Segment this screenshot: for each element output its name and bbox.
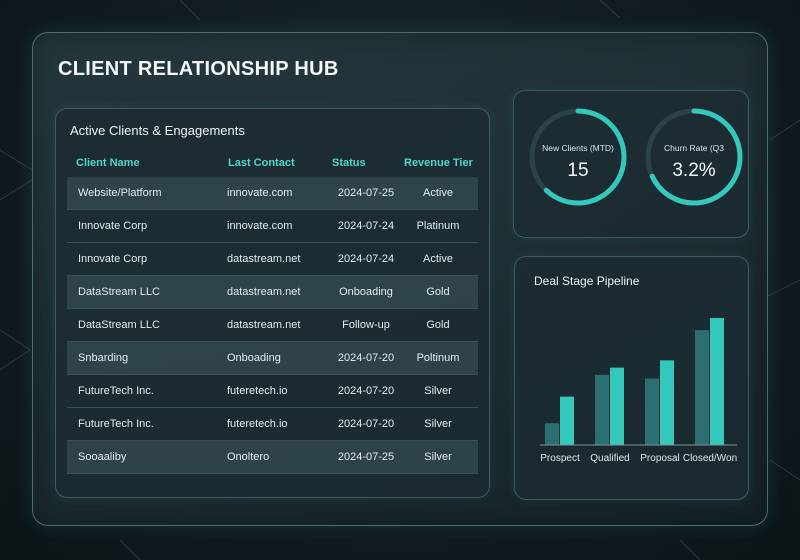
bar-qualified-series-2[interactable] (610, 367, 624, 445)
client-name: FutureTech Inc. (78, 418, 154, 430)
last-contact: futeretech.io (227, 418, 288, 430)
client-name: DataStream LLC (78, 319, 160, 331)
x-tick-label: Prospect (540, 453, 580, 464)
churn-rate-value: 3.2% (672, 160, 716, 181)
x-tick-label: Closed/Won (683, 453, 737, 464)
revenue-tier: Silver (424, 451, 452, 463)
table-row[interactable]: Sooaaliby Onoltero 2024-07-25 Silver (67, 441, 478, 474)
last-contact: Onoltero (227, 451, 270, 463)
pipeline-bar-chart: Prospect Qualified Proposal Closed/Won (540, 318, 737, 464)
x-tick-label: Qualified (590, 453, 629, 464)
table-row[interactable]: Innovate Corp datastream.net 2024-07-24 … (67, 243, 478, 276)
column-header-revenue-tier[interactable]: Revenue Tier (404, 157, 473, 169)
new-clients-value: 15 (567, 160, 589, 181)
revenue-tier: Gold (426, 319, 450, 331)
column-header-client-name[interactable]: Client Name (76, 157, 140, 169)
deal-pipeline-panel: Deal Stage Pipeline Prospect Qualified Pro… (514, 256, 749, 500)
revenue-tier: Poltinum (416, 352, 460, 364)
pipeline-title: Deal Stage Pipeline (534, 274, 640, 288)
status: Follow-up (342, 319, 390, 331)
client-name: Website/Platform (78, 187, 162, 199)
status: 2024-07-25 (337, 451, 395, 463)
new-clients-gauge: New Clients (MTD) 15 (526, 105, 630, 209)
client-name: DataStream LLC (78, 286, 160, 298)
bar-proposal-series-2[interactable] (660, 360, 674, 445)
client-name: Snbarding (78, 352, 129, 364)
last-contact: futeretech.io (227, 385, 288, 397)
bar-closed-won-series-2[interactable] (710, 318, 724, 445)
status: 2024-07-24 (337, 253, 395, 265)
revenue-tier: Gold (426, 286, 450, 298)
table-row[interactable]: Innovate Corp innovate.com 2024-07-24 Pl… (67, 210, 478, 243)
table-row[interactable]: FutureTech Inc. futeretech.io 2024-07-20… (67, 375, 478, 408)
table-row[interactable]: FutureTech Inc. futeretech.io 2024-07-20… (67, 408, 478, 441)
x-tick-label: Proposal (640, 453, 679, 464)
last-contact: datastream.net (227, 253, 301, 265)
client-name: FutureTech Inc. (78, 385, 154, 397)
status: 2024-07-20 (337, 418, 395, 430)
kpi-panel: New Clients (MTD) 15 Churn Rate (Q3 3.2% (513, 90, 749, 238)
bar-qualified-series-1[interactable] (595, 374, 609, 445)
bar-closed-won-series-1[interactable] (695, 330, 709, 445)
status: 2024-07-20 (337, 385, 395, 397)
client-name: Sooaaliby (78, 451, 127, 463)
revenue-tier: Silver (424, 385, 452, 397)
clients-panel-title: Active Clients & Engagements (70, 123, 245, 138)
revenue-tier: Active (423, 187, 453, 199)
table-row[interactable]: Website/Platform innovate.com 2024-07-25… (67, 177, 478, 210)
clients-table-body: Website/Platform innovate.com 2024-07-25… (67, 177, 478, 474)
last-contact: Onboading (227, 352, 281, 364)
last-contact: innovate.com (227, 220, 293, 232)
bar-prospect-series-2[interactable] (560, 396, 574, 445)
bar-prospect-series-1[interactable] (545, 423, 559, 445)
churn-rate-label: Churn Rate (Q3 (664, 143, 724, 153)
last-contact: datastream.net (227, 319, 301, 331)
gauge-arc (645, 108, 743, 206)
revenue-tier: Platinum (416, 220, 460, 232)
table-row[interactable]: Snbarding Onboading 2024-07-20 Poltinum (67, 342, 478, 375)
last-contact: datastream.net (227, 286, 301, 298)
table-row[interactable]: DataStream LLC datastream.net Onboading … (67, 276, 478, 309)
gauge-arc (529, 108, 627, 206)
client-name: Innovate Corp (78, 253, 148, 265)
bar-proposal-series-1[interactable] (645, 378, 659, 446)
column-header-last-contact[interactable]: Last Contact (228, 157, 295, 169)
status: 2024-07-20 (337, 352, 395, 364)
status: 2024-07-24 (337, 220, 395, 232)
column-header-status[interactable]: Status (332, 157, 366, 169)
status: 2024-07-25 (337, 187, 395, 199)
client-name: Innovate Corp (78, 220, 148, 232)
page-title: CLIENT RELATIONSHIP HUB (58, 58, 339, 80)
last-contact: innovate.com (227, 187, 293, 199)
churn-rate-gauge: Churn Rate (Q3 3.2% (642, 105, 746, 209)
status: Onboading (339, 286, 393, 298)
active-clients-panel: Active Clients & Engagements Client Name… (55, 108, 490, 498)
revenue-tier: Active (423, 253, 453, 265)
new-clients-label: New Clients (MTD) (542, 143, 614, 153)
table-row[interactable]: DataStream LLC datastream.net Follow-up … (67, 309, 478, 342)
revenue-tier: Silver (424, 418, 452, 430)
